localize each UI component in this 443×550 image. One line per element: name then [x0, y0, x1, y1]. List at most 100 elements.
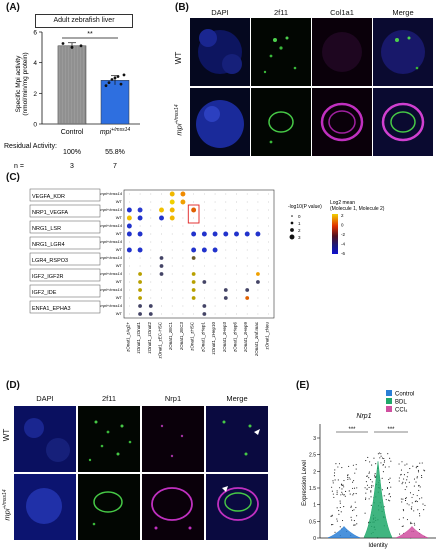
panel-e-point	[401, 501, 403, 503]
panel-e-point	[411, 508, 413, 510]
panel-c-grid-dot	[214, 313, 216, 315]
panel-b-mpi-merge	[373, 88, 433, 156]
panel-e-point	[412, 465, 414, 467]
panel-c-grid-dot	[268, 201, 270, 203]
panel-e-point	[388, 493, 390, 495]
panel-a-point	[61, 42, 65, 45]
panel-c-grid-dot	[171, 265, 173, 267]
panel-e-point	[354, 501, 356, 503]
panel-c-grid-dot	[257, 305, 259, 307]
panel-e-point	[355, 464, 357, 466]
panel-a-ylabel-1: Specific Mpi activity	[15, 55, 22, 112]
panel-e-ylabel: Expression Level	[302, 460, 308, 506]
panel-c-dot	[244, 231, 250, 237]
panel-e-point	[421, 476, 423, 479]
panel-e-point	[343, 494, 345, 496]
panel-c-grid-dot	[236, 313, 237, 315]
panel-a-point	[104, 84, 108, 88]
panel-c-grid-dot	[225, 225, 227, 227]
panel-e-point	[385, 499, 387, 501]
panel-e-point	[366, 475, 368, 477]
panel-c-grid-dot	[214, 217, 216, 219]
panel-e-point	[340, 511, 342, 513]
panel-c-grid-dot	[225, 201, 227, 203]
panel-e-point	[403, 474, 405, 476]
panel-e-point	[380, 462, 382, 464]
panel-e-point	[370, 490, 372, 492]
panel-c-grid-dot	[214, 281, 216, 283]
panel-e-point	[350, 516, 352, 518]
panel-c-grid-dot	[214, 241, 216, 243]
panel-c-subrow-mpi: mpi+/mss14	[100, 271, 122, 276]
panel-c-grid-dot	[150, 241, 152, 243]
panel-c-pleg-dot	[291, 215, 293, 217]
panel-c-grid-dot	[193, 225, 195, 227]
panel-e-point	[402, 517, 404, 519]
panel-a-ytick-label: 0	[33, 122, 37, 129]
panel-c-col-label: zOnat1_zHep10	[211, 322, 216, 355]
panel-e-legend-label: Control	[395, 392, 414, 398]
panel-c-grid-dot	[203, 265, 205, 267]
panel-c-grid-dot	[246, 217, 248, 219]
panel-c-dot	[191, 256, 196, 260]
panel-e-point	[368, 477, 370, 479]
panel-c-grid-dot	[236, 297, 237, 299]
panel-c-grid-dot	[203, 289, 205, 291]
panel-e-point	[419, 486, 421, 488]
panel-label-e: (E)	[296, 380, 310, 391]
panel-b-mpi-dapi	[190, 88, 250, 156]
panel-c-grid-dot	[161, 241, 162, 243]
panel-e-point	[415, 481, 417, 483]
panel-e-point	[365, 492, 367, 494]
panel-e-point	[341, 519, 344, 522]
panel-e-point	[416, 465, 418, 468]
panel-c-dot	[148, 312, 153, 316]
panel-c-grid-dot	[161, 281, 162, 283]
panel-e-point	[424, 470, 426, 472]
panel-c-dot	[191, 296, 196, 300]
panel-c-grid-dot	[150, 201, 152, 203]
panel-e-point	[413, 510, 415, 512]
panel-c-dot	[137, 207, 143, 213]
panel-c-grid-dot	[236, 281, 237, 283]
panel-c-grid-dot	[182, 281, 184, 283]
panel-c-grid-dot	[225, 265, 227, 267]
panel-c-grid-dot	[257, 225, 259, 227]
panel-c-grid-dot	[161, 305, 162, 307]
panel-label-a: (A)	[6, 2, 20, 13]
panel-c-grid-dot	[268, 209, 270, 211]
panel-c-grid-dot	[150, 233, 152, 235]
panel-c-grid-dot	[268, 225, 270, 227]
panel-c-grid-dot	[203, 209, 205, 211]
panel-e-point	[375, 463, 377, 465]
panel-e-point	[419, 498, 421, 500]
panel-e-point	[347, 476, 349, 478]
panel-e-point	[421, 497, 423, 499]
panel-d-col-0: DAPI	[36, 394, 54, 403]
panel-c-row-label: NRP1_VEGFA	[32, 210, 68, 216]
panel-e-point	[378, 452, 380, 454]
panel-e-title: Nrp1	[356, 413, 371, 420]
panel-c-dot	[126, 231, 132, 237]
panel-c-dot	[201, 231, 207, 237]
panel-a-n-1: 7	[113, 163, 117, 170]
panel-c-subrow-wt: WT	[116, 295, 123, 300]
panel-e-point	[370, 504, 372, 506]
panel-c-grid-dot	[161, 201, 162, 203]
panel-c-subrow-mpi: mpi+/mss14	[100, 255, 122, 260]
panel-d-col-3: Merge	[226, 394, 248, 403]
panel-e-point	[349, 493, 351, 495]
panel-a-ytick-label: 4	[33, 60, 37, 67]
panel-c-pleg-label: 2	[298, 228, 301, 233]
panel-e-point	[383, 458, 385, 460]
panel-c-grid-dot	[225, 273, 227, 275]
panel-e-point	[389, 500, 391, 502]
panel-e-point	[353, 520, 355, 522]
panel-e-point	[353, 524, 355, 526]
panel-c-grid-dot	[214, 257, 216, 259]
panel-d-row-1: mpi+/mss14	[2, 489, 12, 521]
panel-e-point	[334, 472, 336, 474]
panel-e-point	[417, 509, 419, 511]
panel-c-col-label: zOnat1_zHSC	[190, 321, 195, 351]
panel-e-ytick-label: 2.5	[309, 453, 316, 459]
